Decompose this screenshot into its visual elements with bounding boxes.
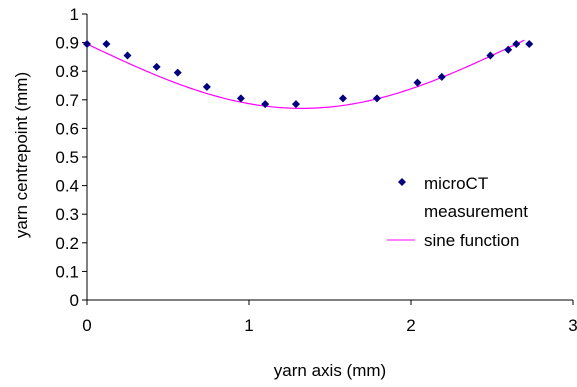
y-axis-title: yarn centrepoint (mm) bbox=[12, 72, 31, 238]
y-tick-label: 0.7 bbox=[55, 91, 79, 110]
microct-point bbox=[261, 100, 270, 109]
legend-label-sine: sine function bbox=[424, 231, 519, 250]
microct-point bbox=[202, 82, 211, 91]
x-tick-label: 3 bbox=[568, 316, 577, 335]
microct-point bbox=[83, 40, 91, 49]
x-tick-label: 2 bbox=[406, 316, 415, 335]
microct-point bbox=[413, 78, 422, 87]
y-tick-label: 0.1 bbox=[55, 262, 79, 281]
sine-function-line bbox=[86, 39, 525, 109]
y-tick-label: 0.6 bbox=[55, 119, 79, 138]
microct-point bbox=[173, 68, 182, 77]
microct-point bbox=[236, 94, 245, 103]
y-tick-label: 0.9 bbox=[55, 34, 79, 53]
y-tick-label: 0.3 bbox=[55, 205, 79, 224]
microct-point bbox=[504, 45, 513, 54]
x-tick-label: 1 bbox=[244, 316, 253, 335]
microct-point bbox=[338, 94, 347, 103]
y-tick-label: 0.2 bbox=[55, 234, 79, 253]
y-tick-label: 0 bbox=[70, 291, 79, 310]
legend-label-microct-line2: measurement bbox=[424, 202, 528, 221]
y-tick-label: 0.4 bbox=[55, 177, 79, 196]
microct-point bbox=[525, 40, 534, 49]
legend-label-microct: microCT bbox=[424, 174, 488, 193]
microct-point bbox=[372, 94, 381, 103]
y-axis-ticks: 0 0.1 0.2 0.3 0.4 0.5 0.6 0.7 0.8 0.9 1 bbox=[55, 5, 87, 310]
y-tick-label: 0.8 bbox=[55, 62, 79, 81]
microct-point bbox=[512, 40, 521, 49]
microct-point bbox=[486, 51, 495, 60]
microct-point bbox=[152, 62, 161, 71]
microct-point bbox=[291, 100, 300, 109]
series-layer bbox=[83, 39, 534, 109]
microct-point bbox=[437, 72, 446, 81]
microct-point bbox=[102, 40, 111, 49]
legend-marker-microct bbox=[398, 178, 406, 186]
y-tick-label: 1 bbox=[70, 5, 79, 24]
x-tick-label: 0 bbox=[82, 316, 91, 335]
x-axis-ticks: 0 1 2 3 bbox=[82, 300, 577, 335]
x-axis-title: yarn axis (mm) bbox=[274, 361, 386, 380]
legend: microCT measurement sine function bbox=[387, 174, 528, 250]
microct-point bbox=[123, 51, 132, 60]
y-tick-label: 0.5 bbox=[55, 148, 79, 167]
